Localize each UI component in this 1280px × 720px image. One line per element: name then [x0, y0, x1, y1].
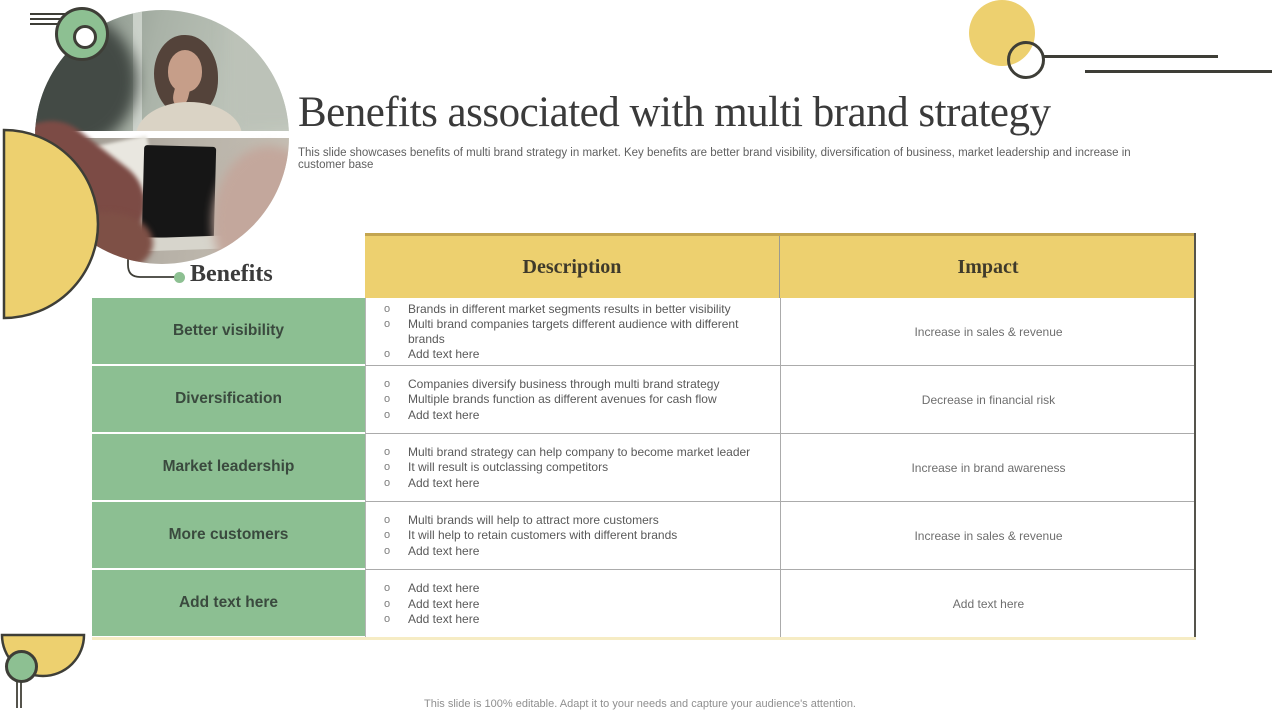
bullet-text: Add text here [408, 543, 480, 558]
table-header-row: Description Impact [365, 233, 1196, 298]
bullet-marker: o [384, 613, 391, 626]
bullet-item: o Multi brand companies targets different… [384, 317, 772, 346]
bullet-marker: o [384, 582, 391, 595]
bullet-item: o It will help to retain customers with d… [384, 528, 772, 543]
benefit-cell: Add text here [92, 570, 365, 638]
bullet-text: Multiple brands function as different av… [408, 392, 717, 407]
background-blur-shape [229, 10, 289, 131]
benefit-cell: Diversification [92, 366, 365, 434]
bullet-item: o Companies diversify business through mu… [384, 377, 772, 392]
description-cell: o Multi brands will help to attract more … [365, 502, 780, 570]
bullet-item: o It will result is outclassing competito… [384, 460, 772, 475]
bullet-list: o Add text here o Add text here o Add text … [374, 580, 772, 628]
bullet-text: Multi brand strategy can help company to… [408, 444, 751, 459]
impact-cell: Decrease in financial risk [780, 366, 1196, 434]
table-row: Market leadership o Multi brand strategy … [92, 434, 1196, 502]
yellow-half-circle-left [2, 128, 100, 320]
page-title: Benefits associated with multi brand str… [298, 89, 1051, 136]
bullet-marker: o [384, 513, 391, 526]
impact-cell: Add text here [780, 570, 1196, 638]
bullet-item: o Add text here [384, 476, 772, 491]
bullet-text: Add text here [408, 407, 480, 422]
benefit-cell: More customers [92, 502, 365, 570]
table-row: Diversification o Companies diversify bus… [92, 366, 1196, 434]
bullet-item: o Add text here [384, 347, 772, 362]
description-cell: o Multi brand strategy can help company t… [365, 434, 780, 502]
bullet-text: Companies diversify business through mul… [408, 376, 720, 391]
bullet-text: Add text here [408, 612, 480, 627]
description-cell: o Add text here o Add text here o Add text … [365, 570, 780, 638]
bullet-text: Add text here [408, 475, 480, 490]
bullet-marker: o [384, 461, 391, 474]
bullet-marker: o [384, 476, 391, 489]
window-bar-shape [133, 10, 142, 131]
deco-line-top-right-1 [1043, 55, 1218, 58]
bullet-list: o Multi brands will help to attract more … [374, 512, 772, 560]
deco-double-line-2 [20, 666, 22, 708]
impact-cell: Increase in sales & revenue [780, 502, 1196, 570]
bullet-item: o Multiple brands function as different a… [384, 392, 772, 407]
bullet-item: o Multi brands will help to attract more … [384, 513, 772, 528]
bullet-marker: o [384, 302, 391, 315]
bullet-list: o Brands in different market segments res… [374, 301, 772, 363]
bullet-text: Add text here [408, 581, 480, 596]
table-body: Better visibility o Brands in different m… [92, 298, 1196, 638]
bullet-text: It will result is outclassing competitor… [408, 460, 609, 475]
description-cell: o Companies diversify business through mu… [365, 366, 780, 434]
laptop-screen-shape [141, 145, 217, 239]
bullet-marker: o [384, 348, 391, 360]
bullet-list: o Multi brand strategy can help company t… [374, 444, 772, 492]
benefits-connector-line [127, 246, 176, 278]
ring-icon [1007, 41, 1045, 79]
donut-hole [73, 25, 97, 49]
deco-line-top-right-2 [1085, 70, 1272, 73]
bullet-text: Add text here [408, 347, 480, 361]
photo-top-segment [35, 10, 289, 148]
bullet-marker: o [384, 408, 391, 421]
deco-double-line-1 [16, 666, 18, 708]
green-circle-bottom-left [5, 650, 38, 683]
footer-note: This slide is 100% editable. Adapt it to… [424, 698, 856, 710]
table-row: Better visibility o Brands in different m… [92, 298, 1196, 366]
bullet-text: Multi brand companies targets different … [408, 317, 739, 346]
description-cell: o Brands in different market segments res… [365, 298, 780, 366]
photo-divider [35, 131, 289, 138]
bullet-item: o Brands in different market segments res… [384, 302, 772, 317]
benefit-cell: Better visibility [92, 298, 365, 366]
bullet-marker: o [384, 445, 391, 458]
bullet-text: It will help to retain customers with di… [408, 528, 678, 543]
table-row: More customers o Multi brands will help t… [92, 502, 1196, 570]
bullet-marker: o [384, 544, 391, 557]
bullet-marker: o [384, 597, 391, 610]
benefit-cell: Market leadership [92, 434, 365, 502]
green-dot-icon [174, 272, 185, 283]
bullet-marker: o [384, 318, 391, 330]
bullet-item: o Multi brand strategy can help company t… [384, 445, 772, 460]
benefits-table: Description Impact Better visibility o Br… [92, 233, 1196, 638]
bullet-item: o Add text here [384, 408, 772, 423]
table-row: Add text here o Add text here o Add text h… [92, 570, 1196, 638]
bullet-item: o Add text here [384, 612, 772, 627]
bullet-text: Brands in different market segments resu… [408, 301, 731, 316]
bullet-marker: o [384, 529, 391, 542]
table-header-description: Description [365, 236, 780, 298]
bullet-text: Add text here [408, 596, 480, 611]
table-right-border [1194, 233, 1196, 637]
table-bottom-border [92, 637, 1196, 640]
bullet-list: o Companies diversify business through mu… [374, 376, 772, 424]
bullet-marker: o [384, 377, 391, 390]
circular-team-photo [35, 10, 289, 264]
bullet-text: Multi brands will help to attract more c… [408, 512, 659, 527]
impact-cell: Increase in sales & revenue [780, 298, 1196, 366]
benefits-label: Benefits [190, 261, 273, 287]
bullet-item: o Add text here [384, 597, 772, 612]
table-header-impact: Impact [957, 255, 1019, 278]
bullet-item: o Add text here [384, 581, 772, 596]
bullet-item: o Add text here [384, 544, 772, 559]
green-donut-icon [55, 7, 109, 61]
bullet-marker: o [384, 393, 391, 406]
page-subtitle: This slide showcases benefits of multi b… [298, 147, 1131, 171]
impact-cell: Increase in brand awareness [780, 434, 1196, 502]
